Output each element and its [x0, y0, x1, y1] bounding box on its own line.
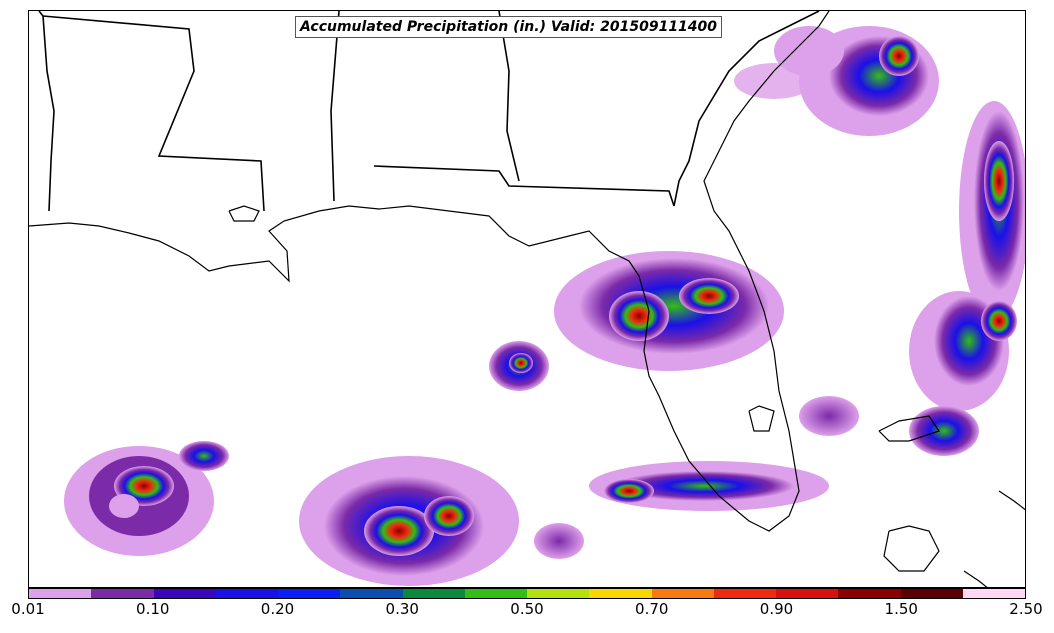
precip-field-gulf-south [299, 456, 584, 586]
colorbar-tick-label: 0.90 [759, 600, 794, 618]
colorbar-segment-0 [29, 589, 92, 598]
colorbar-tick-label: 0.01 [11, 600, 45, 618]
colorbar-segment-11 [713, 589, 776, 598]
colorbar-segment-8 [527, 589, 590, 598]
map-title: Accumulated Precipitation (in.) Valid: 2… [295, 16, 723, 38]
map-panel [28, 10, 1026, 588]
colorbar-segment-9 [589, 589, 652, 598]
colorbar-tick-label: 0.10 [136, 600, 170, 618]
colorbar-tick-label: 0.20 [260, 600, 295, 618]
colorbar-segment-1 [91, 589, 154, 598]
colorbar-tick-label: 2.50 [1009, 600, 1043, 618]
colorbar-segment-3 [215, 589, 278, 598]
precipitation-map [29, 11, 1025, 587]
colorbar-segment-4 [278, 589, 341, 598]
precip-field-keys-band [589, 396, 859, 511]
colorbar-segment-13 [838, 589, 901, 598]
precip-field-atlantic-north [734, 26, 939, 136]
coastline [29, 11, 1025, 587]
colorbar-segment-14 [900, 589, 963, 598]
precip-field-atlantic-east [909, 101, 1025, 456]
precipitation-colorbar [28, 588, 1026, 599]
colorbar-segment-7 [464, 589, 527, 598]
colorbar-tick-labels: 0.01 0.10 0.20 0.30 0.50 0.70 0.90 1.50 2.50 [0, 600, 1054, 630]
colorbar-segment-2 [153, 589, 216, 598]
colorbar-tick-label: 0.30 [385, 600, 419, 618]
colorbar-tick-label: 0.70 [635, 600, 669, 618]
colorbar-tick-label: 0.50 [510, 600, 544, 618]
colorbar-segment-15 [962, 589, 1025, 598]
state-borders [38, 11, 820, 212]
colorbar-segment-5 [340, 589, 403, 598]
colorbar-segment-10 [651, 589, 714, 598]
precip-field-tropical-cyclone [64, 441, 229, 556]
colorbar-tick-label: 1.50 [884, 600, 918, 618]
colorbar-segment-12 [776, 589, 839, 598]
colorbar-segment-6 [402, 589, 465, 598]
precip-field-florida-storm [489, 251, 784, 391]
